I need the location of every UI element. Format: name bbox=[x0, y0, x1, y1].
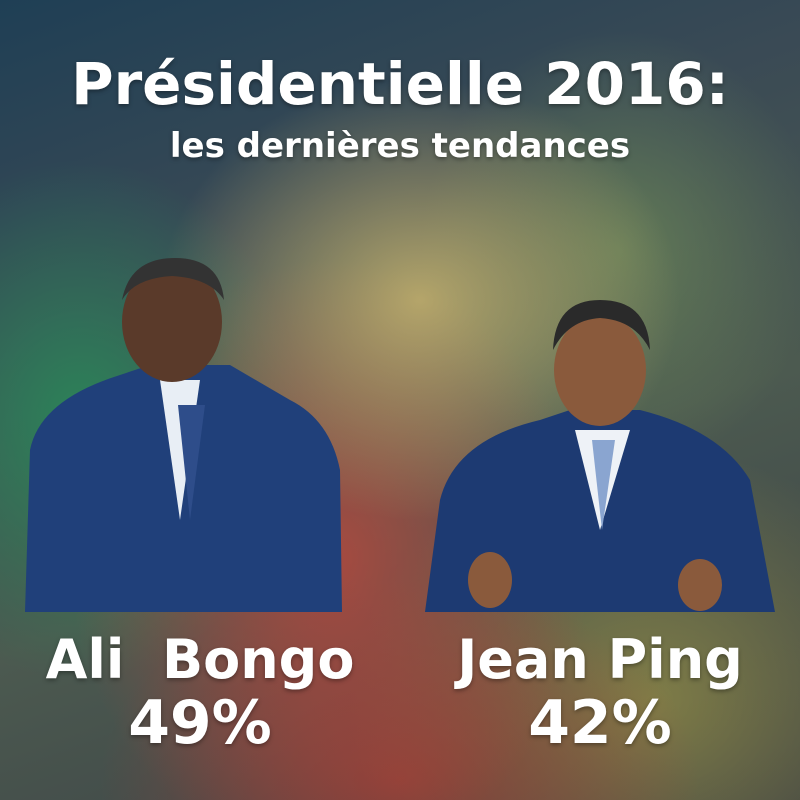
portrait-right bbox=[425, 300, 775, 612]
candidate-result: 42% bbox=[528, 688, 672, 758]
title: Présidentielle 2016: bbox=[71, 50, 729, 118]
candidate-name: Ali Bongo bbox=[45, 628, 355, 691]
candidate-name: Jean Ping bbox=[457, 628, 743, 691]
subtitle: les dernières tendances bbox=[169, 126, 631, 166]
candidate-result: 49% bbox=[128, 688, 272, 758]
portrait-left bbox=[25, 258, 342, 612]
